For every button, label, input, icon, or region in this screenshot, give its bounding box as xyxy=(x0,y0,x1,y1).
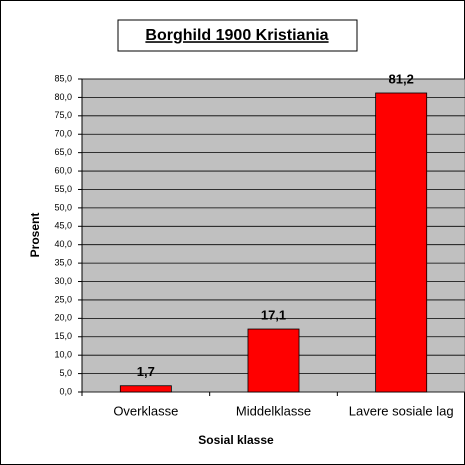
y-tick-label: 45,0 xyxy=(54,221,72,231)
y-tick-label: 50,0 xyxy=(54,202,72,212)
chart-title: Borghild 1900 Kristiania xyxy=(145,27,328,44)
y-tick-label: 20,0 xyxy=(54,313,72,323)
x-tick-label: Lavere sosiale lag xyxy=(349,403,454,418)
data-label: 1,7 xyxy=(137,364,155,379)
bar xyxy=(119,385,172,393)
y-tick-label: 85,0 xyxy=(54,73,72,83)
bar xyxy=(375,92,428,393)
y-tick-label: 5,0 xyxy=(59,368,72,378)
y-tick-label: 60,0 xyxy=(54,165,72,175)
data-label: 81,2 xyxy=(389,71,414,86)
x-tick-label: Middelklasse xyxy=(236,403,311,418)
y-tick-label: 0,0 xyxy=(59,386,72,396)
x-axis-title: Sosial klasse xyxy=(198,433,274,447)
x-tick-label: Overklasse xyxy=(113,403,178,418)
y-tick-label: 80,0 xyxy=(54,92,72,102)
y-tick-label: 55,0 xyxy=(54,184,72,194)
data-label: 17,1 xyxy=(261,307,286,322)
y-axis-title: Prosent xyxy=(28,213,42,258)
y-tick-label: 10,0 xyxy=(54,350,72,360)
y-tick-label: 65,0 xyxy=(54,147,72,157)
y-tick-label: 70,0 xyxy=(54,129,72,139)
y-tick-label: 40,0 xyxy=(54,239,72,249)
title-box xyxy=(117,19,358,52)
y-tick-label: 35,0 xyxy=(54,257,72,267)
y-tick-label: 75,0 xyxy=(54,110,72,120)
y-tick-label: 25,0 xyxy=(54,294,72,304)
y-tick-label: 30,0 xyxy=(54,276,72,286)
y-tick-label: 15,0 xyxy=(54,331,72,341)
bar xyxy=(247,328,300,393)
